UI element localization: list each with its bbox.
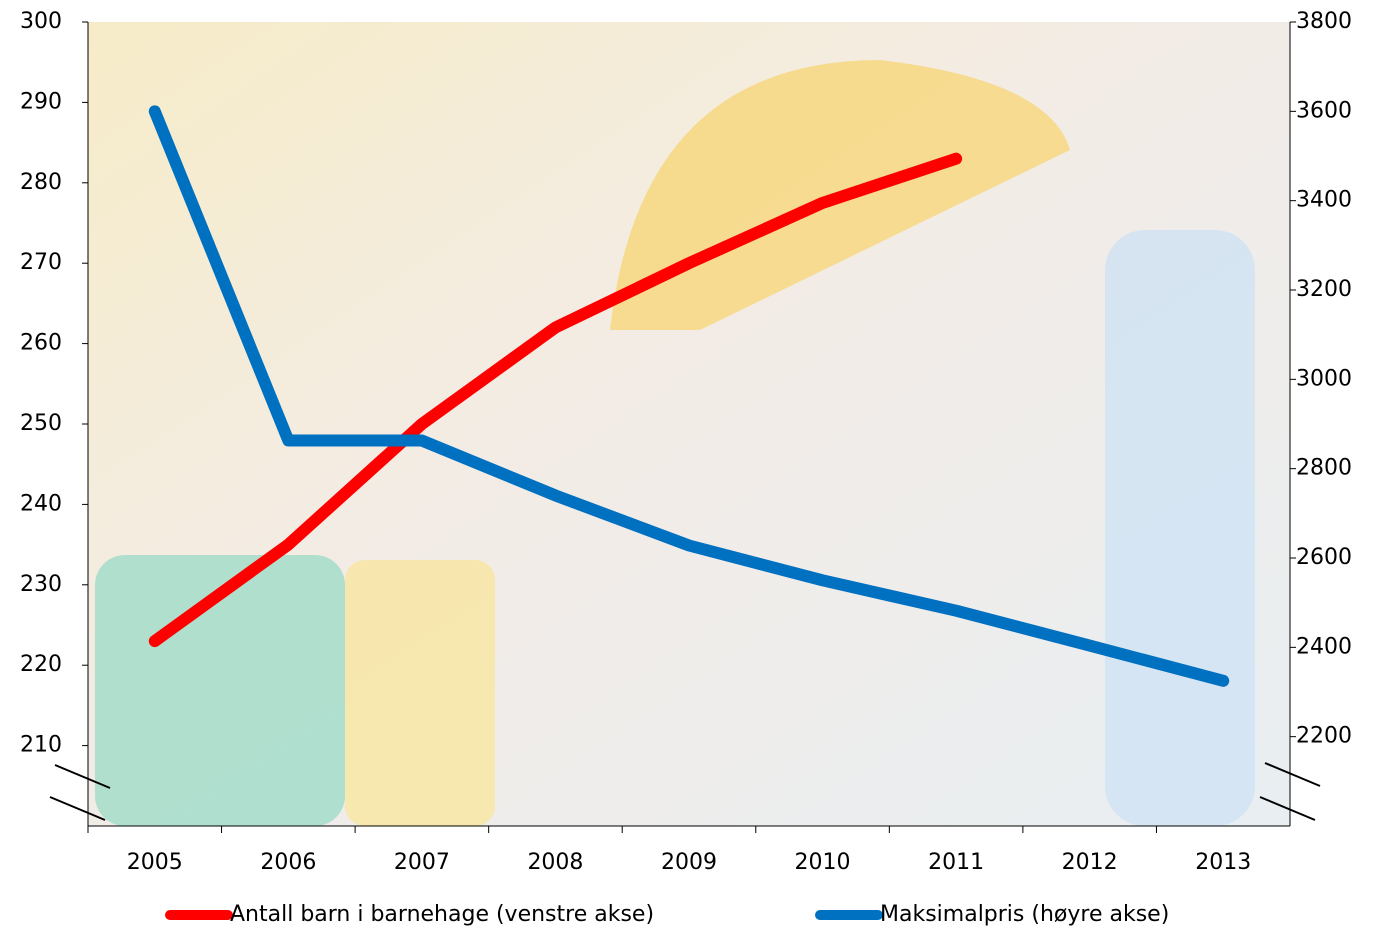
- y-tick-label: 250: [20, 411, 62, 436]
- x-tick-label: 2008: [527, 850, 583, 875]
- x-tick-label: 2013: [1195, 850, 1251, 875]
- x-tick-label: 2005: [127, 850, 183, 875]
- y2-tick-label: 2800: [1296, 456, 1352, 481]
- y-tick-label: 240: [20, 491, 62, 516]
- axis-break: [1264, 762, 1321, 787]
- x-tick-label: 2007: [394, 850, 450, 875]
- axis-break: [1259, 796, 1316, 821]
- series-line: [148, 105, 1230, 687]
- y-tick-label: 270: [20, 250, 62, 275]
- x-tick-label: 2012: [1062, 850, 1118, 875]
- axis-break: [54, 764, 111, 789]
- x-tick-label: 2009: [661, 850, 717, 875]
- y2-tick-label: 3400: [1296, 188, 1352, 213]
- y2-tick-label: 3000: [1296, 366, 1352, 391]
- y2-tick-label: 3800: [1296, 9, 1352, 34]
- photo-shape: [95, 555, 345, 826]
- y-tick-label: 210: [20, 733, 62, 758]
- y2-tick-label: 3200: [1296, 277, 1352, 302]
- y2-tick-label: 2600: [1296, 545, 1352, 570]
- legend-label: Maksimalpris (høyre akse): [880, 902, 1169, 927]
- y-tick-label: 300: [20, 9, 62, 34]
- legend-label: Antall barn i barnehage (venstre akse): [230, 902, 654, 927]
- x-tick-label: 2011: [928, 850, 984, 875]
- x-tick-label: 2006: [260, 850, 316, 875]
- y2-tick-label: 2200: [1296, 724, 1352, 749]
- y-tick-label: 260: [20, 331, 62, 356]
- y-tick-label: 280: [20, 170, 62, 195]
- photo-shape: [1105, 230, 1255, 826]
- y2-tick-label: 3600: [1296, 98, 1352, 123]
- axis-break: [49, 796, 106, 821]
- y-tick-label: 290: [20, 89, 62, 114]
- y2-tick-label: 2400: [1296, 634, 1352, 659]
- y-tick-label: 230: [20, 572, 62, 597]
- series-line: [148, 152, 963, 648]
- y-tick-label: 220: [20, 652, 62, 677]
- photo-shape: [345, 560, 495, 826]
- x-tick-label: 2010: [795, 850, 851, 875]
